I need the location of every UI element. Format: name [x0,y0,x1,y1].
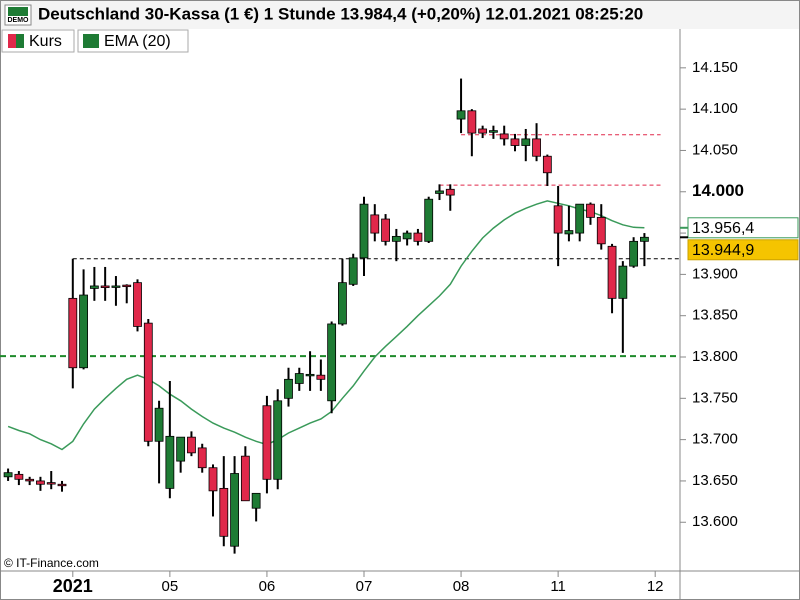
candle-body [435,190,444,194]
y-tick-label: 13.600 [692,513,738,530]
candle-body [111,285,121,288]
y-tick-label: 13.650 [692,472,738,489]
candle-body [14,473,24,480]
credit: © IT-Finance.com [4,556,99,570]
candle-body [629,240,639,267]
x-tick-label: 06 [259,578,276,595]
badge-icon [8,7,28,16]
candle-body [542,155,552,174]
candle-body [489,130,498,133]
legend-box [77,29,189,53]
y-tick-label: 14.050 [692,141,738,158]
candle-body [521,138,531,146]
price-tag-box [687,217,799,239]
candle-body [262,405,272,480]
candle-body [36,480,45,485]
candle-body [251,492,261,509]
candle-body [510,138,520,146]
legend-icon [8,34,16,48]
candle-body [122,284,132,288]
y-tick-label: 13.800 [692,348,738,365]
x-tick-label: 05 [162,578,179,595]
price-tag-label: 13.956,4 [692,220,754,237]
candle-body [154,407,164,442]
candle-body [57,483,67,487]
candle-body [467,110,477,134]
candle-body [89,285,99,289]
title-bar [1,1,799,29]
candle-body [575,203,585,234]
candle-body [348,257,358,285]
candle-body [413,232,423,242]
chart-title: Deutschland 30-Kassa (1 €) 1 Stunde 13.9… [38,4,643,23]
candle-body [187,436,196,454]
candle-body [391,235,401,242]
y-tick-label: 13.900 [692,265,738,282]
price-tag-label: 13.944,9 [692,242,754,259]
candle-body [68,297,78,369]
x-tick-label: 08 [453,578,470,595]
candle-body [564,230,574,235]
candle-body [273,400,283,480]
candle-body [100,285,110,289]
candle-body [370,214,380,234]
legend-label: EMA (20) [104,33,171,50]
candle-body [478,128,488,134]
candle-body [176,436,186,462]
candle-body [327,323,337,402]
candle-body [456,110,466,120]
candle-body [143,322,153,442]
badge: DEMO [8,17,30,24]
candle-body [618,265,628,299]
x-tick-label: 07 [356,578,373,595]
candle-body [240,455,250,502]
candle-body [532,138,541,157]
candle-body [284,378,293,399]
candle-body [445,188,455,196]
candle-body [3,472,13,478]
candle-body [402,232,412,240]
candle-body [208,467,218,492]
candle-body [46,482,56,485]
x-tick-label: 2021 [53,576,93,596]
candle-body [381,218,390,242]
x-tick-label: 12 [647,578,664,595]
candle-body [133,282,142,327]
candle-body [316,374,326,380]
price-tag-box [687,239,799,261]
candle-body [424,198,434,242]
candle-body [25,478,35,482]
candle-body [607,245,617,299]
candle-body [338,282,347,325]
x-tick-label: 11 [550,578,566,595]
y-tick-label: 14.100 [692,100,738,117]
candle-body [305,373,315,377]
candle-body [596,216,606,245]
candle-body [79,294,88,369]
candle-body [359,203,369,259]
y-tick-label: 14.150 [692,59,738,76]
candle-body [294,373,304,384]
candle-body [553,205,563,234]
candle-body [230,473,239,547]
candle-body [197,447,207,469]
y-tick-label: 13.750 [692,389,738,406]
legend-label: Kurs [29,33,62,50]
legend-icon [16,34,24,48]
y-tick-label: 13.700 [692,431,738,448]
candle-body [499,133,509,140]
candle-body [640,236,649,242]
legend-icon [83,34,99,48]
candle-body [586,203,595,218]
candle-body [219,487,229,537]
y-tick-label: 13.850 [692,307,738,324]
ema-line [7,200,645,451]
y-tick-label: 14.000 [692,181,744,200]
plot: 14.15014.10014.05014.00013.95013.90013.8… [0,29,800,600]
candle-body [165,435,175,489]
